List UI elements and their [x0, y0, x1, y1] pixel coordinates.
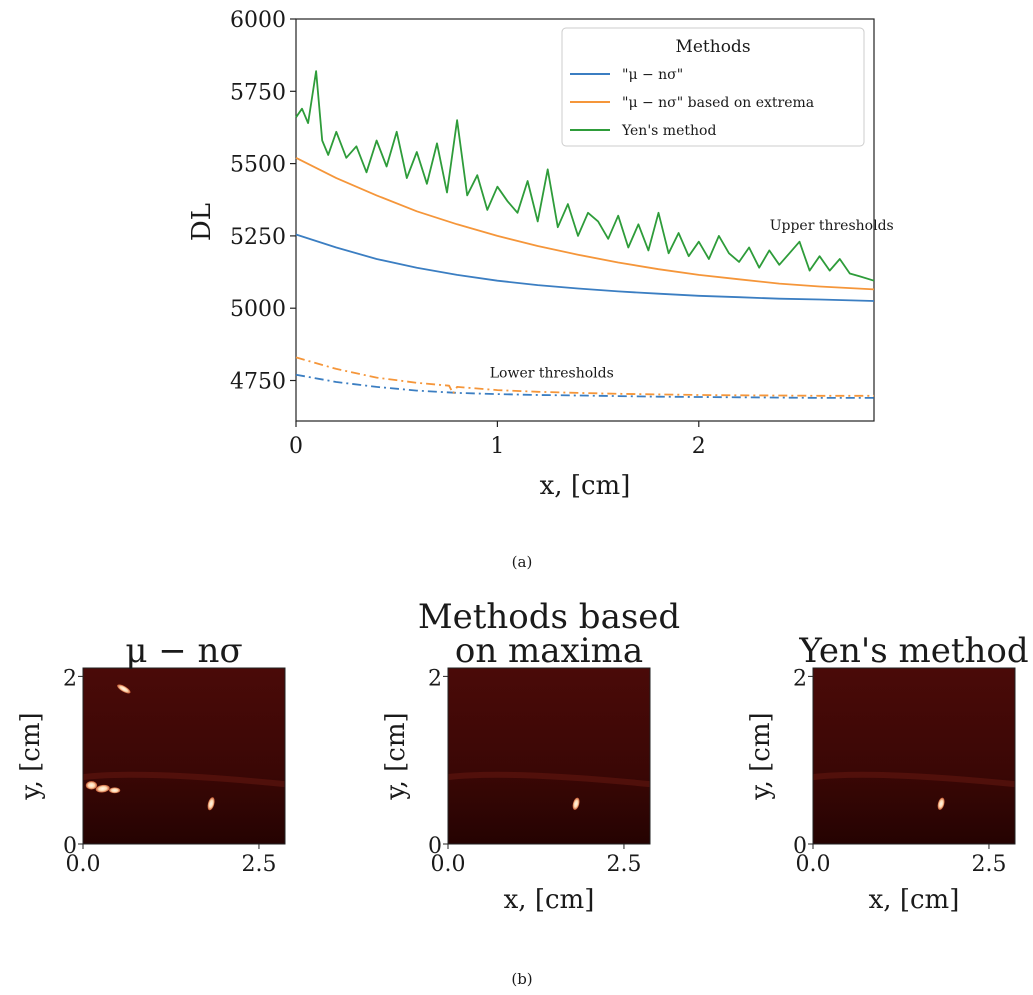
heatmap-streak	[82, 771, 286, 788]
y-tick-label: 2	[793, 666, 807, 691]
legend-entry-extrema: "μ − nσ" based on extrema	[622, 95, 814, 111]
y-tick-label: 2	[63, 666, 77, 691]
x-tick-label: 2.5	[971, 852, 1006, 877]
y-tick-label: 5000	[230, 297, 286, 322]
series-line-0	[295, 233, 875, 302]
x-tick-label: 1	[490, 434, 504, 459]
heatmap-hotspot-1	[85, 781, 98, 790]
heatmap-x-axis-label: x, [cm]	[869, 885, 960, 915]
heatmap-x-axis-label: x, [cm]	[504, 885, 595, 915]
heatmap-hotspot-4	[207, 797, 215, 811]
y-tick-label: 5500	[230, 153, 286, 178]
heatmap-title: Yen's method	[798, 631, 1028, 671]
y-tick-label: 0	[428, 834, 442, 859]
heatmap-streak	[812, 771, 1016, 788]
caption-b: (b)	[511, 970, 532, 988]
legend-entry-mu: "μ − nσ"	[622, 67, 683, 83]
heatmap-background	[83, 668, 285, 844]
heatmap-title: Methods based	[418, 597, 680, 637]
heatmap-frame	[812, 667, 1016, 845]
annotation-lower-thresholds: Lower thresholds	[490, 366, 614, 382]
y-tick-label: 2	[428, 666, 442, 691]
heatmap-1: μ − nσ 0 2 0.0 2.5 y, [cm]	[16, 631, 286, 877]
x-tick-label: 0.0	[431, 852, 466, 877]
y-tick-label: 5750	[230, 80, 286, 105]
heatmap-hotspot-0	[937, 797, 945, 810]
heatmap-streak	[447, 771, 651, 788]
heatmap-title: on maxima	[455, 631, 643, 671]
x-tick-label: 2.5	[606, 852, 641, 877]
heatmap-background	[448, 668, 650, 844]
heatmap-3: Yen's method 0 2 0.0 2.5 y, [cm] x, [cm]	[746, 631, 1029, 915]
series-line-4	[295, 356, 874, 397]
y-tick-label: 6000	[230, 8, 286, 33]
x-tick-label: 0.0	[66, 852, 101, 877]
legend-box	[561, 27, 865, 147]
heatmap-title: μ − nσ	[125, 631, 242, 671]
heatmap-y-axis-label: y, [cm]	[381, 712, 411, 800]
threshold-line-chart: 4750 5000 5250 5500 5750 6000 0 1 2 DL x, [cm] U…	[187, 8, 894, 501]
legend: Methods "μ − nσ" "μ − nσ" based on extre…	[561, 27, 865, 147]
heatmap-frame	[447, 667, 651, 845]
heatmap-hotspot-0	[117, 684, 131, 694]
heatmap-frame	[82, 667, 286, 845]
x-tick-label: 2	[692, 434, 706, 459]
x-tick-label: 2.5	[241, 852, 276, 877]
y-tick-label: 4750	[230, 370, 286, 395]
annotation-upper-thresholds: Upper thresholds	[770, 218, 894, 234]
heatmap-hotspot-0	[572, 797, 580, 810]
caption-a: (a)	[512, 553, 533, 571]
series-line-3	[295, 373, 874, 399]
series-line-1	[295, 156, 875, 291]
x-axis-label: x, [cm]	[540, 471, 631, 501]
y-axis-label: DL	[187, 203, 217, 241]
legend-title: Methods	[675, 37, 750, 57]
series-line-2	[295, 70, 875, 282]
heatmap-y-axis-label: y, [cm]	[16, 712, 46, 800]
x-tick-label: 0	[289, 434, 303, 459]
heatmap-background	[813, 668, 1015, 844]
y-tick-label: 5250	[230, 225, 286, 250]
series-lines	[295, 70, 875, 399]
y-tick-label: 0	[63, 834, 77, 859]
axis-ticks: 4750 5000 5250 5500 5750 6000 0 1 2	[230, 8, 706, 459]
legend-entry-yen: Yen's method	[621, 123, 716, 139]
heatmap-y-axis-label: y, [cm]	[746, 712, 776, 800]
heatmap-hotspot-2	[95, 784, 110, 793]
x-tick-label: 0.0	[796, 852, 831, 877]
y-tick-label: 0	[793, 834, 807, 859]
heatmap-hotspot-3	[109, 787, 121, 794]
